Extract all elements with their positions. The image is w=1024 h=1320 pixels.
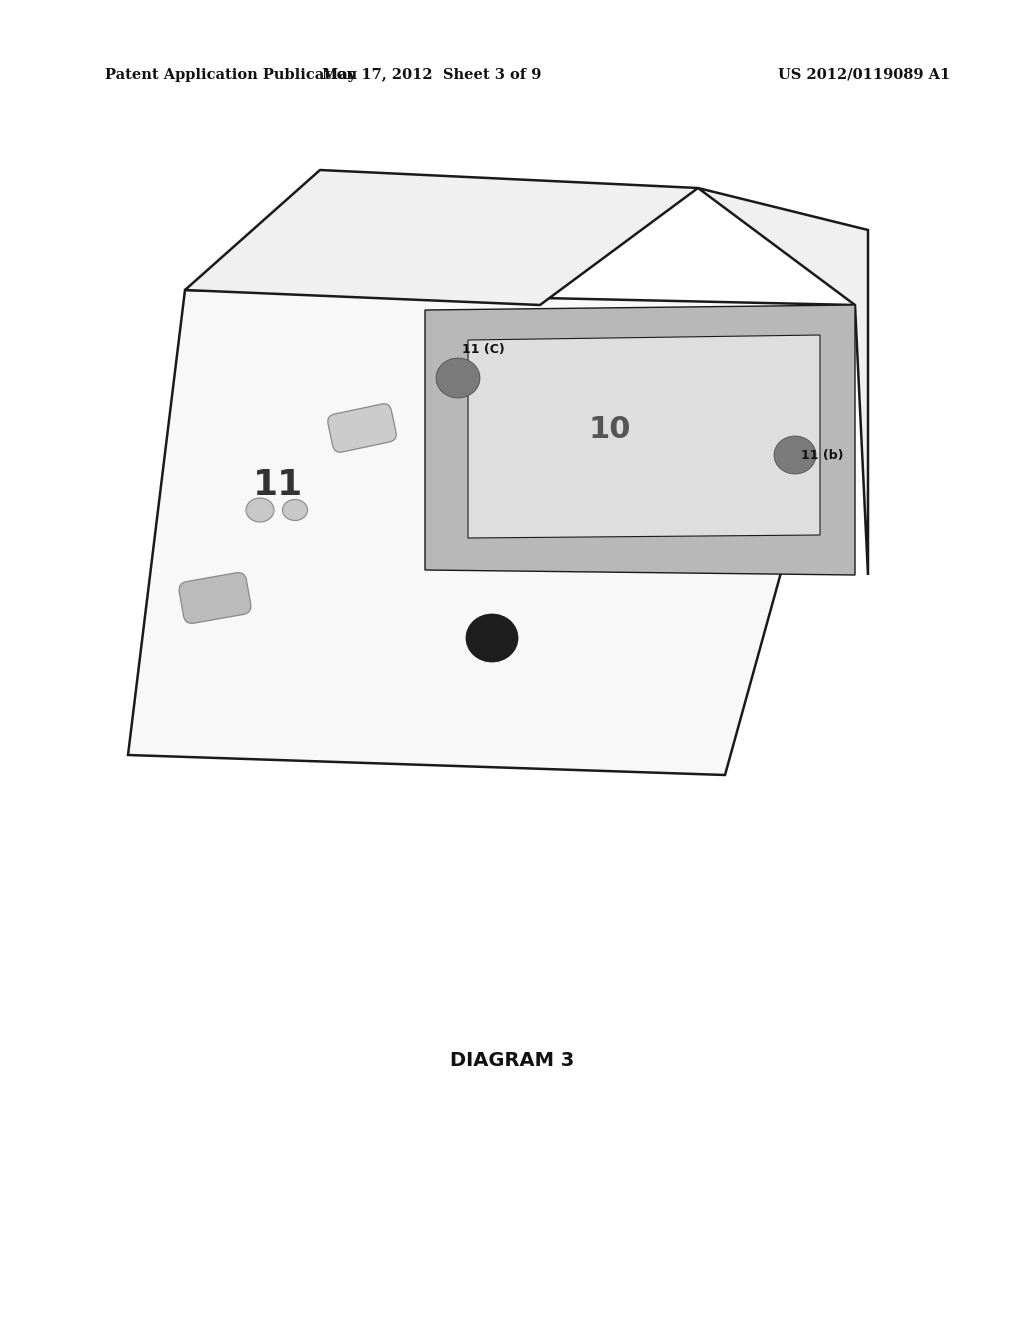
Text: May 17, 2012  Sheet 3 of 9: May 17, 2012 Sheet 3 of 9 <box>323 69 542 82</box>
Text: DIAGRAM 3: DIAGRAM 3 <box>450 1051 574 1069</box>
Text: US 2012/0119089 A1: US 2012/0119089 A1 <box>778 69 950 82</box>
Ellipse shape <box>283 499 307 520</box>
Polygon shape <box>128 290 855 775</box>
Polygon shape <box>185 170 698 305</box>
Polygon shape <box>468 335 820 539</box>
Ellipse shape <box>774 436 816 474</box>
Text: 11 (C): 11 (C) <box>462 343 505 356</box>
Text: 11 (b): 11 (b) <box>801 449 844 462</box>
Text: 10: 10 <box>589 416 631 445</box>
Polygon shape <box>698 187 868 576</box>
Text: 11: 11 <box>253 469 303 502</box>
Ellipse shape <box>246 498 274 521</box>
FancyBboxPatch shape <box>328 404 396 453</box>
Ellipse shape <box>466 614 518 663</box>
Polygon shape <box>425 305 855 576</box>
Ellipse shape <box>436 358 480 399</box>
FancyBboxPatch shape <box>179 573 251 623</box>
Text: Patent Application Publication: Patent Application Publication <box>105 69 357 82</box>
